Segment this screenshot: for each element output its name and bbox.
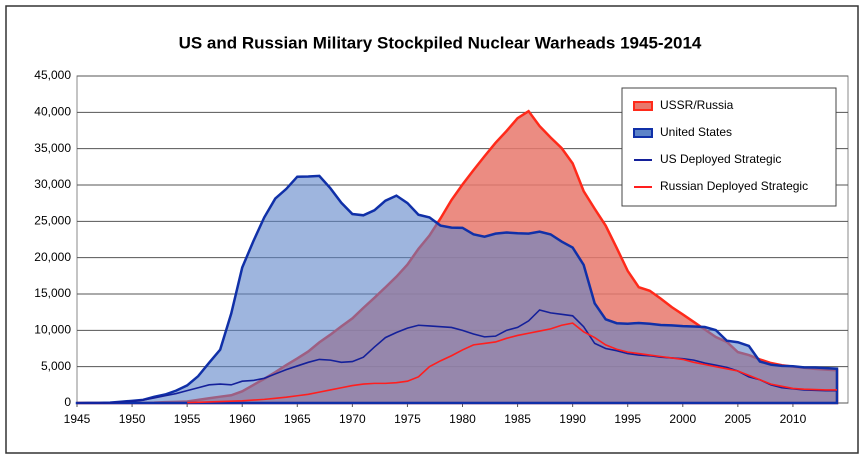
y-tick-label: 20,000 (34, 250, 71, 264)
x-tick-label: 1950 (119, 412, 146, 426)
y-tick-label: 15,000 (34, 286, 71, 300)
x-tick-label: 1955 (174, 412, 201, 426)
x-tick-label: 1990 (559, 412, 586, 426)
legend: USSR/Russia United States US Deployed Stra… (621, 87, 837, 207)
y-tick-label: 25,000 (34, 214, 71, 228)
legend-box (621, 87, 837, 207)
line (187, 322, 837, 404)
x-tick-label: 2010 (780, 412, 807, 426)
y-tick-label: 35,000 (34, 141, 71, 155)
legend-label: United States (660, 125, 732, 139)
x-tick-label: 1965 (284, 412, 311, 426)
legend-label: US Deployed Strategic (660, 152, 781, 166)
legend-swatch (633, 101, 653, 111)
x-tick-label: 1980 (449, 412, 476, 426)
legend-swatch (633, 128, 653, 138)
line (77, 309, 837, 404)
y-tick-label: 10,000 (34, 323, 71, 337)
x-tick-label: 1970 (339, 412, 366, 426)
y-tick-label: 45,000 (34, 68, 71, 82)
y-tick-label: 30,000 (34, 177, 71, 191)
legend-label: USSR/Russia (660, 98, 734, 112)
y-tick-label: 5,000 (41, 359, 71, 373)
x-tick-label: 1985 (504, 412, 531, 426)
x-tick-label: 1960 (229, 412, 256, 426)
x-tick-label: 2000 (669, 412, 696, 426)
x-tick-label: 1945 (64, 412, 91, 426)
y-tick-label: 0 (64, 395, 71, 409)
x-tick-label: 2005 (725, 412, 752, 426)
x-tick-label: 1975 (394, 412, 421, 426)
area (75, 174, 839, 405)
legend-label: Russian Deployed Strategic (660, 179, 808, 193)
y-tick-label: 40,000 (34, 105, 71, 119)
chart-title: US and Russian Military Stockpiled Nucle… (179, 33, 702, 52)
x-tick-label: 1995 (614, 412, 641, 426)
